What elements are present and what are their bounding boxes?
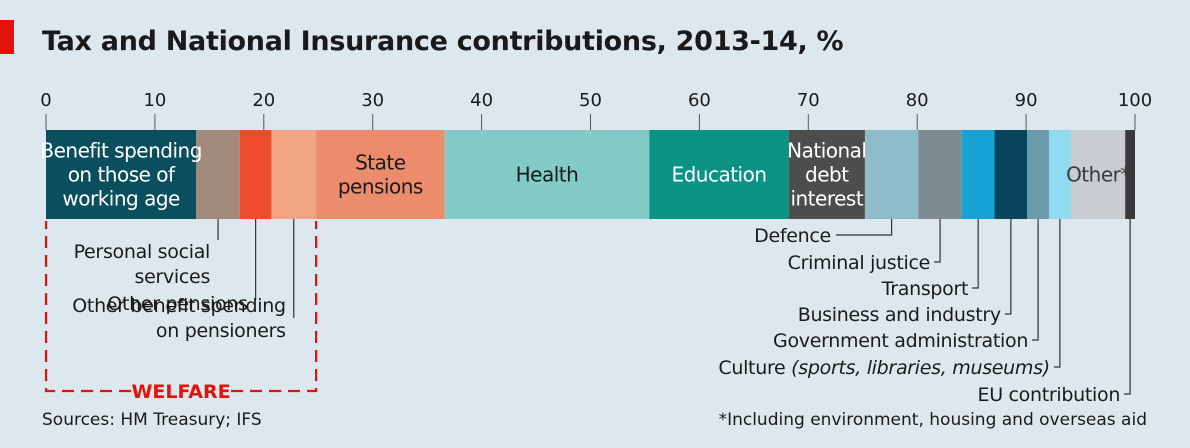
bar-label-education-0: Education: [671, 163, 766, 187]
bar-segment-culture-sports-libraries-museums: [1048, 130, 1071, 219]
callout-line-criminal-justice: [934, 219, 941, 263]
bar-segment-transport: [961, 130, 995, 219]
welfare-bracket-right: [231, 221, 318, 393]
callout-label-culture-sports-libraries-museums-0: Culture (sports, libraries, museums): [718, 357, 1049, 379]
bar-segment-personal-social-services: [196, 130, 240, 219]
bar-segment-other-pensions: [239, 130, 272, 219]
bar-label-benefit-spending-on-those-of-working-age-2: working age: [62, 187, 180, 211]
bar-segment-benefit-spending-on-those-of-working-age: [46, 130, 197, 219]
bar-label-national-debt-interest-2: interest: [790, 187, 863, 211]
bar-segment-state-pensions: [316, 130, 445, 219]
footnote: *Including environment, housing and over…: [718, 410, 1147, 430]
callout-label-other-pensions-0: Other pensions: [107, 293, 247, 315]
x-tick-label-0: 0: [40, 90, 51, 111]
bar-segment-defence: [864, 130, 919, 219]
bar-segment-other: [1070, 130, 1126, 219]
x-tick-label-10: 100: [1118, 90, 1152, 111]
bar-segment-national-debt-interest: [788, 130, 865, 219]
callout-line-government-administration: [1032, 219, 1039, 341]
x-tick-label-8: 80: [906, 90, 929, 111]
callout-label-business-and-industry-0: Business and industry: [798, 304, 1001, 326]
callout-label-government-administration-0: Government administration: [773, 330, 1028, 352]
callout-label-personal-social-services-1: services: [134, 266, 210, 288]
callout-line-defence: [835, 219, 893, 236]
bar-segment-other-benefit-spending-on-pensioners: [271, 130, 317, 219]
bar-label-benefit-spending-on-those-of-working-age-1: on those of: [68, 163, 176, 187]
callout-label-personal-social-services-0: Personal social: [74, 241, 210, 263]
bar-label-health-0: Health: [516, 163, 579, 187]
bar-label-state-pensions-0: State: [355, 151, 406, 175]
x-tick-label-5: 50: [579, 90, 602, 111]
x-tick-label-6: 60: [688, 90, 711, 111]
bar-segment-government-administration: [1027, 130, 1049, 219]
bar-segment-health: [444, 130, 650, 219]
x-tick-label-3: 30: [361, 90, 384, 111]
bar-label-national-debt-interest-0: National: [787, 139, 866, 163]
callout-label-transport-0: Transport: [881, 278, 968, 300]
callout-label-criminal-justice-0: Criminal justice: [788, 252, 930, 274]
callout-label-other-benefit-spending-on-pensioners-0: Other benefit spending: [72, 295, 285, 317]
x-tick-label-1: 10: [143, 90, 166, 111]
bar-segment-education: [649, 130, 789, 219]
chart-title: Tax and National Insurance contributions…: [42, 26, 844, 57]
x-tick-label-7: 70: [797, 90, 820, 111]
bar-label-other-0: Other*: [1066, 163, 1130, 187]
bar-label-benefit-spending-on-those-of-working-age-0: Benefit spending: [40, 139, 202, 163]
callout-label-eu-contribution-0: EU contribution: [977, 384, 1120, 406]
callout-line-transport: [972, 219, 979, 289]
x-tick-label-9: 90: [1015, 90, 1038, 111]
x-tick-label-2: 20: [252, 90, 275, 111]
callout-label-other-benefit-spending-on-pensioners-1: on pensioners: [156, 320, 286, 342]
callout-label-defence-0: Defence: [754, 225, 831, 247]
welfare-bracket-left: [44, 221, 132, 393]
bar-segment-eu-contribution: [1125, 130, 1135, 219]
callout-line-eu-contribution: [1124, 219, 1131, 395]
callout-line-culture-sports-libraries-museums: [1053, 219, 1061, 368]
bar-segment-criminal-justice: [918, 130, 962, 219]
accent-bar: [0, 20, 14, 54]
callout-line-business-and-industry: [1004, 219, 1012, 315]
welfare-bracket-label: WELFARE: [131, 381, 230, 403]
source-note: Sources: HM Treasury; IFS: [42, 410, 262, 430]
x-tick-label-4: 40: [470, 90, 493, 111]
bar-label-state-pensions-1: pensions: [338, 175, 423, 199]
bar-label-national-debt-interest-1: debt: [805, 163, 849, 187]
bar-segment-business-and-industry: [994, 130, 1028, 219]
